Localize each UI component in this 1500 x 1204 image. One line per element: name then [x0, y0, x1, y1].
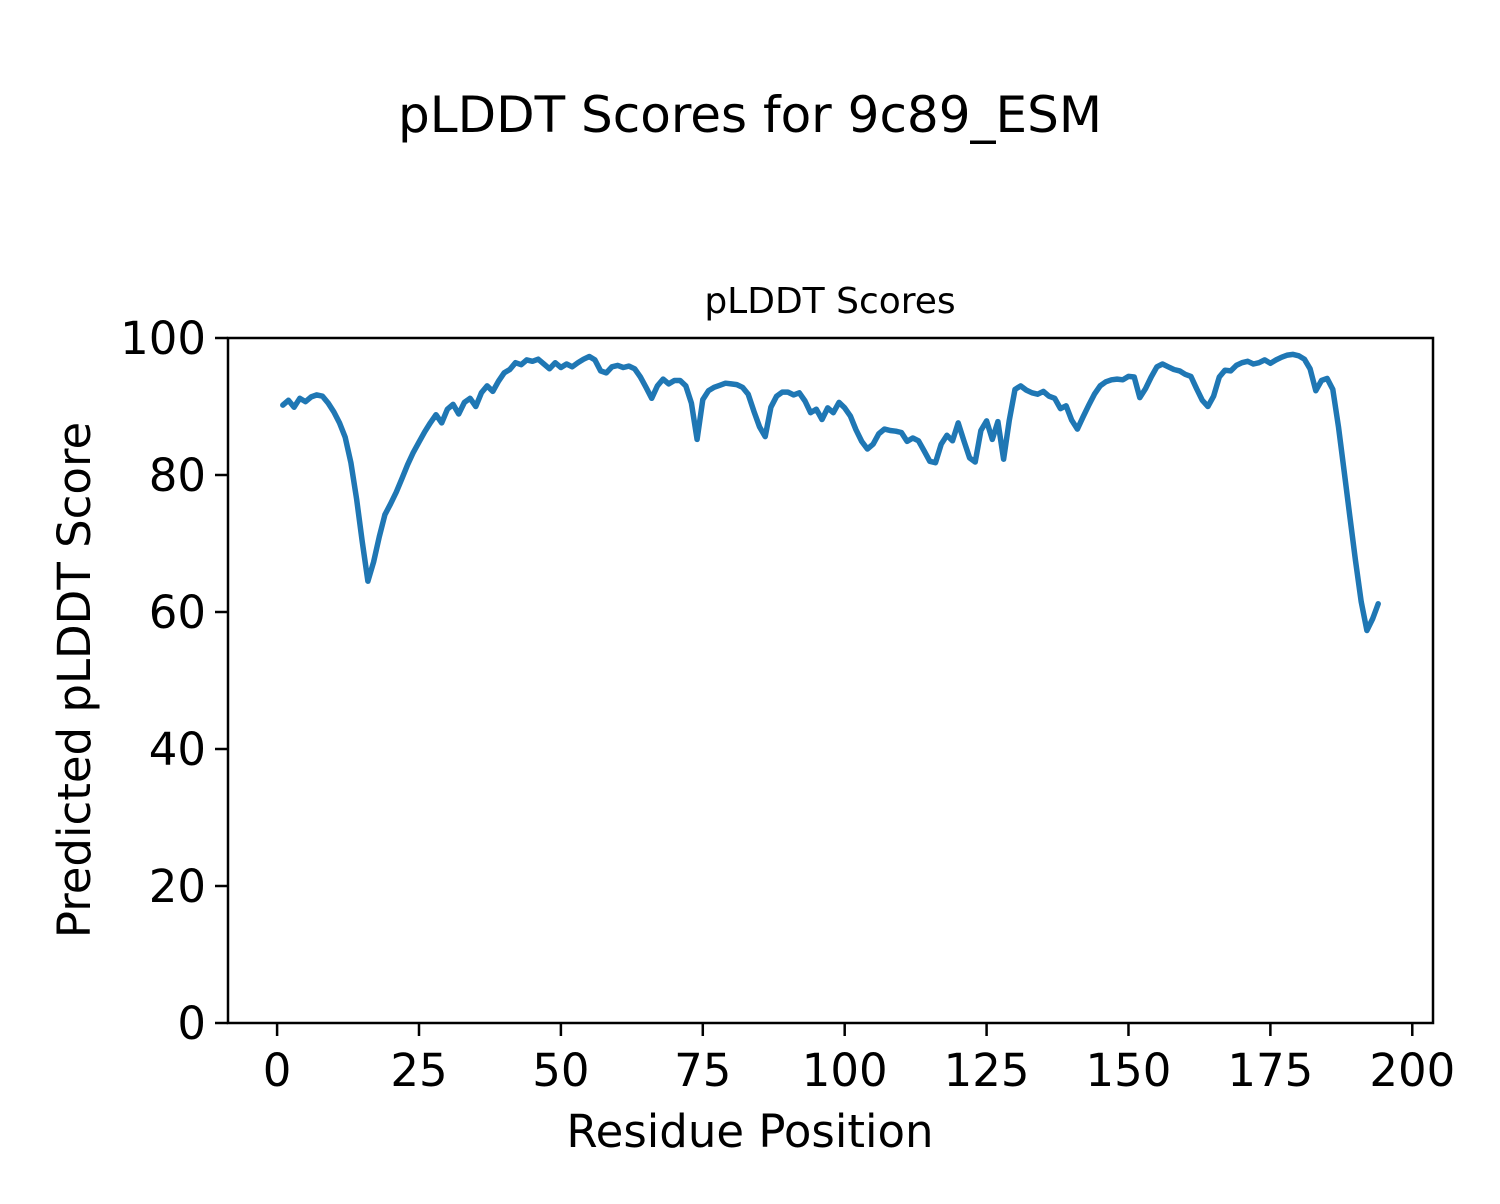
x-tick-label: 75: [674, 1044, 731, 1097]
x-tick-label: 175: [1227, 1044, 1313, 1097]
x-axis-label: Residue Position: [566, 1105, 933, 1158]
axis-tick-labels: 0 25 50 75 100 125 150 175 200 0 20 40 60 80 100: [120, 312, 1455, 1097]
x-tick-label: 25: [390, 1044, 447, 1097]
axis-ticks: [215, 336, 1414, 1036]
axes-title: pLDDT Scores: [704, 281, 955, 322]
axes-spines: [226, 336, 1435, 1025]
x-tick-label: 100: [802, 1044, 888, 1097]
plddt-score-line: [280, 351, 1381, 634]
y-tick-label: 100: [120, 312, 206, 365]
x-tick-label: 150: [1086, 1044, 1172, 1097]
y-axis-label: Predicted pLDDT Score: [48, 422, 101, 938]
y-tick-label: 40: [149, 723, 206, 776]
x-tick-label: 200: [1369, 1044, 1455, 1097]
y-tick-label: 20: [149, 860, 206, 913]
x-tick-label: 0: [263, 1044, 292, 1097]
x-tick-label: 50: [532, 1044, 589, 1097]
y-tick-label: 0: [177, 997, 206, 1050]
y-tick-label: 60: [149, 586, 206, 639]
y-tick-label: 80: [149, 449, 206, 502]
x-tick-label: 125: [944, 1044, 1030, 1097]
figure-title: pLDDT Scores for 9c89_ESM: [398, 86, 1102, 144]
